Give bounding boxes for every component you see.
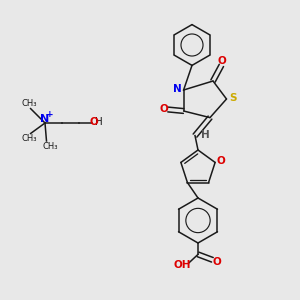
Text: CH₃: CH₃ xyxy=(21,134,37,143)
Text: O: O xyxy=(218,56,227,67)
Text: O: O xyxy=(216,156,225,166)
Text: S: S xyxy=(229,93,236,103)
Text: CH₃: CH₃ xyxy=(21,99,37,108)
Text: OH: OH xyxy=(173,260,190,270)
Text: CH₃: CH₃ xyxy=(42,142,58,151)
Text: H: H xyxy=(94,117,102,128)
Text: O: O xyxy=(89,117,98,128)
Text: N: N xyxy=(173,84,182,94)
Text: O: O xyxy=(159,104,168,115)
Text: O: O xyxy=(213,256,222,267)
Text: N: N xyxy=(40,114,50,124)
Text: H: H xyxy=(201,130,210,140)
Text: +: + xyxy=(46,110,54,119)
